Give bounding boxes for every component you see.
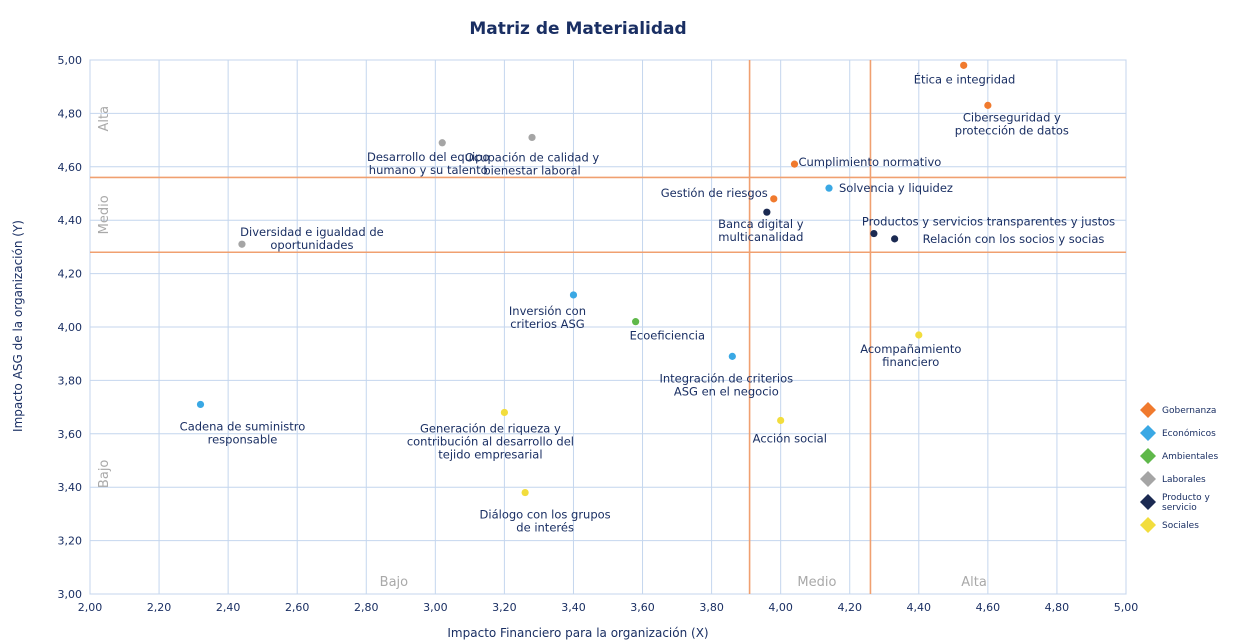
point-label: Relación con los socios y socias <box>923 232 1105 246</box>
data-point <box>238 240 246 248</box>
axis-ticks: 2,00 2,20 2,40 2,60 2,80 3,00 3,20 3,40 3,60 3,80… <box>58 54 1139 614</box>
x-tick-label: 3,20 <box>492 601 517 614</box>
legend-marker <box>1140 494 1156 510</box>
data-point <box>632 318 640 326</box>
legend-marker <box>1140 425 1156 441</box>
x-tick-label: 2,00 <box>78 601 103 614</box>
x-axis-label: Impacto Financiero para la organización … <box>447 626 708 640</box>
x-zone-label: Alta <box>961 575 987 590</box>
data-point <box>500 408 508 417</box>
data-point <box>728 352 736 360</box>
y-zone-label: Bajo <box>97 460 112 488</box>
legend-marker <box>1140 402 1156 418</box>
x-tick-label: 2,20 <box>147 601 172 614</box>
data-point <box>196 400 205 409</box>
y-zone-label: Medio <box>97 195 112 234</box>
data-point <box>915 331 923 339</box>
y-tick-label: 3,60 <box>58 428 83 441</box>
y-tick-label: 5,00 <box>58 54 83 67</box>
y-tick-label: 3,00 <box>58 588 83 601</box>
y-tick-label: 4,00 <box>58 321 83 334</box>
point-label: Acción social <box>753 431 827 445</box>
point-label: Ecoeficiencia <box>630 329 705 343</box>
x-tick-label: 3,40 <box>561 601 586 614</box>
y-tick-label: 3,80 <box>58 374 83 387</box>
legend-marker <box>1140 471 1156 487</box>
data-point <box>960 61 968 69</box>
data-point <box>770 195 778 203</box>
y-tick-label: 3,20 <box>58 535 83 548</box>
chart-title: Matriz de Materialidad <box>469 19 686 39</box>
point-label: Ética e integridad <box>914 71 1016 86</box>
legend-entry: Económicos <box>1162 428 1216 439</box>
y-tick-label: 4,60 <box>58 161 83 174</box>
data-point <box>763 208 771 216</box>
point-label: Desarrollo del equipo humano y su talento <box>367 150 490 177</box>
data-point <box>891 235 899 243</box>
x-tick-label: 3,80 <box>699 601 724 614</box>
y-tick-label: 4,40 <box>58 214 83 227</box>
x-zone-label: Medio <box>797 575 836 590</box>
point-labels: Ética e integridad Ciberseguridad y protec… <box>180 71 1115 534</box>
y-tick-label: 4,80 <box>58 107 83 120</box>
point-label: Productos y servicios transparentes y ju… <box>862 215 1115 229</box>
data-point <box>777 416 785 425</box>
x-tick-label: 4,60 <box>976 601 1001 614</box>
point-label: Generación de riqueza y contribución al d… <box>407 421 574 461</box>
zone-labels: Bajo Medio Alta Alta Medio Bajo <box>97 106 987 590</box>
x-tick-label: 4,40 <box>907 601 932 614</box>
x-tick-label: 4,20 <box>837 601 862 614</box>
point-label: Ciberseguridad y protección de datos <box>955 110 1069 137</box>
x-tick-label: 2,40 <box>216 601 241 614</box>
data-point <box>528 133 536 142</box>
point-label: Diálogo con los grupos de interés <box>480 508 611 535</box>
data-point <box>569 291 578 299</box>
threshold-lines <box>90 60 1126 594</box>
point-label: Solvencia y liquidez <box>839 181 953 195</box>
x-tick-label: 2,80 <box>354 601 379 614</box>
legend-entry: Ambientales <box>1162 452 1218 462</box>
x-tick-label: 5,00 <box>1114 601 1139 614</box>
y-axis-label: Impacto ASG de la organización (Y) <box>11 220 25 432</box>
data-point <box>790 160 799 168</box>
x-tick-label: 2,60 <box>285 601 310 614</box>
x-tick-label: 3,60 <box>630 601 655 614</box>
point-label: Gestión de riesgos <box>661 186 768 200</box>
x-tick-label: 4,00 <box>768 601 793 614</box>
legend-entry: Producto y servicio <box>1162 493 1211 513</box>
point-label: Ocupación de calidad y bienestar laboral <box>465 150 600 177</box>
x-zone-label: Bajo <box>380 575 408 590</box>
y-zone-label: Alta <box>97 106 112 132</box>
y-tick-label: 3,40 <box>58 481 83 494</box>
point-label: Banca digital y multicanalidad <box>718 217 804 244</box>
y-tick-label: 4,20 <box>58 268 83 281</box>
data-point <box>438 139 446 147</box>
legend: Gobernanza Económicos Ambientales Laborales… <box>1140 402 1218 533</box>
point-label: Cadena de suministro responsable <box>180 419 306 446</box>
point-label: Acompañamiento financiero <box>860 342 961 369</box>
x-tick-label: 4,80 <box>1045 601 1070 614</box>
point-label: Diversidad e igualdad de oportunidades <box>240 225 384 252</box>
point-label: Integración de criterios ASG en el negoci… <box>659 371 793 398</box>
legend-entry: Gobernanza <box>1162 406 1216 416</box>
legend-entry: Sociales <box>1162 521 1199 531</box>
point-label: Cumplimiento normativo <box>798 155 941 169</box>
legend-entry: Laborales <box>1162 475 1206 485</box>
grid <box>89 59 1127 595</box>
point-label: Inversión con criterios ASG <box>509 304 586 331</box>
data-point <box>825 184 833 192</box>
data-point <box>870 229 878 238</box>
data-point <box>521 488 529 497</box>
x-tick-label: 3,00 <box>423 601 448 614</box>
legend-marker <box>1140 517 1156 533</box>
legend-marker <box>1140 448 1156 464</box>
data-point <box>984 101 992 109</box>
data-points <box>196 61 992 497</box>
